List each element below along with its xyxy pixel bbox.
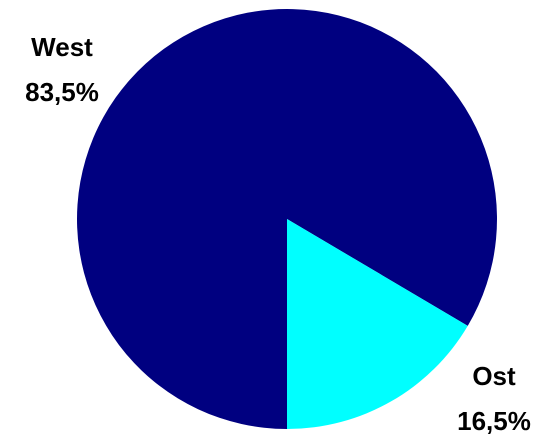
label-west-name: West	[31, 32, 93, 62]
pie-slice-ost	[287, 219, 468, 429]
label-ost-percent: 16,5%	[457, 406, 531, 436]
label-ost-name: Ost	[472, 361, 516, 391]
label-west-percent: 83,5%	[25, 77, 99, 107]
pie-slices	[77, 9, 498, 430]
pie-slice-west	[77, 9, 498, 430]
